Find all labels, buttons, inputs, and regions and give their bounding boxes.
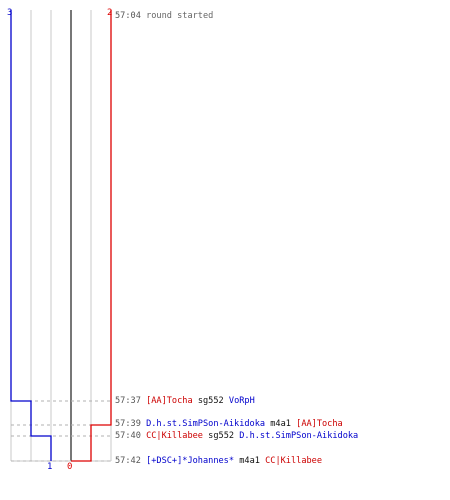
- weapon-name: sg552: [208, 431, 235, 441]
- event-time: 57:37: [115, 396, 141, 406]
- event-time: 57:40: [115, 431, 141, 441]
- killer-name: CC|Killabee: [146, 431, 203, 441]
- kill-event: 57:39 D.h.st.SimPSon-Aikidoka m4a1 [AA]T…: [115, 419, 343, 429]
- victim-name: D.h.st.SimPSon-Aikidoka: [239, 431, 359, 441]
- killer-name: [+DSC+]*Johannes*: [146, 456, 235, 466]
- blue-end-count: 1: [47, 462, 52, 472]
- weapon-name: m4a1: [239, 456, 260, 466]
- blue-team-alive-line: [10, 10, 52, 461]
- killer-name: [AA]Tocha: [146, 396, 193, 406]
- weapon-name: sg552: [197, 396, 224, 406]
- killer-name: D.h.st.SimPSon-Aikidoka: [146, 419, 266, 429]
- weapon-name: m4a1: [270, 419, 291, 429]
- event-time: 57:42: [115, 456, 141, 466]
- event-round-start: 57:04 round started: [115, 11, 213, 21]
- event-time: 57:04: [115, 11, 141, 21]
- event-text: round started: [146, 11, 214, 21]
- red-end-count: 0: [67, 462, 72, 472]
- kill-event: 57:42 [+DSC+]*Johannes* m4a1 CC|Killabee: [115, 456, 322, 466]
- victim-name: CC|Killabee: [265, 456, 323, 466]
- event-time: 57:39: [115, 419, 141, 429]
- red-start-count: 2: [107, 8, 112, 18]
- kill-event: 57:40 CC|Killabee sg552 D.h.st.SimPSon-A…: [115, 431, 358, 441]
- blue-start-count: 3: [7, 8, 12, 18]
- victim-name: [AA]Tocha: [296, 419, 343, 429]
- red-team-alive-line: [71, 10, 112, 462]
- kill-event: 57:37 [AA]Tocha sg552 VoRpH: [115, 396, 255, 406]
- victim-name: VoRpH: [228, 396, 255, 406]
